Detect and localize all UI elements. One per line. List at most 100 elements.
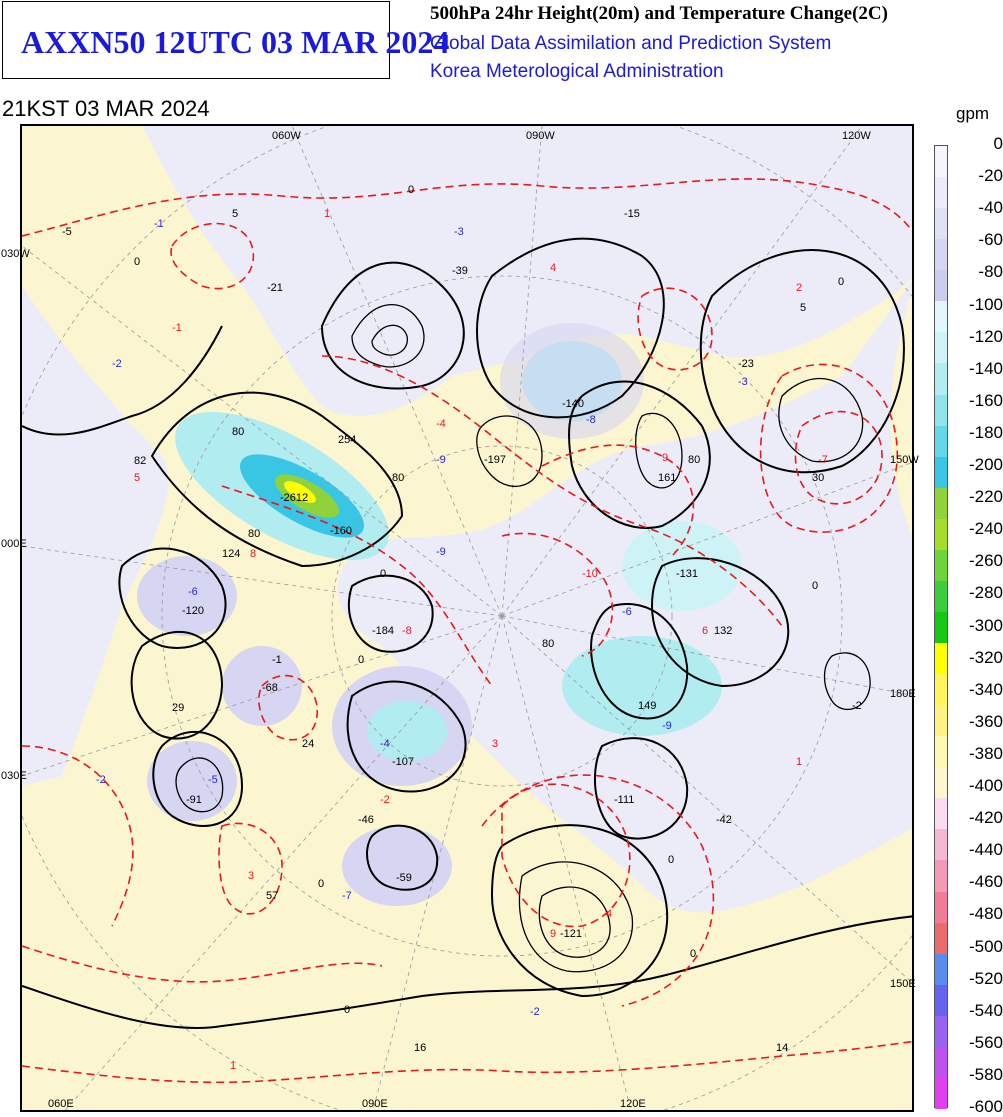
- contour-label: 0: [318, 878, 325, 890]
- height-label: -120: [182, 605, 205, 617]
- product-title: 500hPa 24hr Height(20m) and Temperature …: [430, 3, 888, 24]
- colorbar-label: -160: [968, 390, 1003, 410]
- temp-label: -10: [582, 568, 598, 580]
- colorbar-label: 0: [993, 134, 1003, 153]
- height-label: -2: [852, 700, 862, 712]
- height-label: -23: [738, 358, 754, 370]
- contour-label: 0: [812, 580, 819, 592]
- temp-label: 3: [248, 870, 255, 882]
- temp-label: -7: [818, 454, 828, 466]
- height-label: -184: [372, 625, 395, 637]
- polar-stereographic-map: -5 5 -21 -39 -15 5 -140 -23 254 -197 161…: [20, 124, 914, 1112]
- height-label: -39: [452, 265, 468, 277]
- temp-label: -1: [154, 218, 164, 230]
- height-label: 149: [638, 700, 657, 712]
- cyan-shade-siberia: [367, 701, 447, 761]
- temp-label: 4: [550, 262, 557, 274]
- height-label: 14: [776, 1042, 789, 1054]
- colorbar-swatch: [935, 1015, 947, 1047]
- lon-label-bottom: 090E: [362, 1098, 388, 1110]
- colorbar-swatch: [935, 860, 947, 892]
- temp-label: 3: [492, 738, 499, 750]
- temp-label: -6: [622, 606, 632, 618]
- lon-label-left: 000E: [1, 538, 27, 550]
- colorbar-swatch: [935, 922, 947, 954]
- height-label: -160: [330, 525, 353, 537]
- lon-label-top: 120W: [842, 130, 871, 142]
- colorbar-label: -80: [978, 262, 1003, 282]
- contour-label: 0: [668, 854, 675, 866]
- lon-label-top: 090W: [526, 130, 555, 142]
- contour-label: 80: [688, 454, 701, 466]
- ocean-north-atlantic: [22, 126, 912, 416]
- lilac-shade-greenland: [500, 323, 644, 439]
- height-label: 16: [414, 1042, 427, 1054]
- height-label: -15: [624, 208, 640, 220]
- colorbar-swatch: [935, 208, 947, 240]
- temp-label: 9: [550, 928, 557, 940]
- lon-label-top: 060W: [272, 130, 301, 142]
- colorbar-label: -220: [968, 487, 1003, 507]
- temp-label: 2: [796, 282, 803, 294]
- colorbar-label: -500: [968, 936, 1003, 956]
- contour-label: 0: [408, 184, 415, 196]
- colorbar-swatch: [935, 767, 947, 799]
- colorbar-swatch: [935, 953, 947, 985]
- colorbar-unit: gpm: [956, 104, 990, 123]
- colorbar-label: -420: [968, 808, 1003, 828]
- colorbar-swatch: [935, 301, 947, 333]
- height-label: -5: [62, 226, 72, 238]
- colorbar-swatch: [935, 798, 947, 830]
- colorbar-label: -300: [968, 615, 1003, 635]
- height-label: -42: [716, 814, 732, 826]
- temp-label: -6: [188, 586, 198, 598]
- contour-label: -1: [272, 654, 282, 666]
- temp-label: -3: [454, 226, 464, 238]
- height-label: 132: [714, 625, 733, 637]
- colorbar-label: -560: [968, 1032, 1003, 1052]
- height-label: 29: [172, 702, 185, 714]
- temp-label: -2: [380, 794, 390, 806]
- colorbar-label: -380: [968, 743, 1003, 763]
- lon-label-right: 150E: [890, 978, 916, 990]
- colorbar-label: -200: [968, 455, 1003, 474]
- height-label: 254: [338, 434, 357, 446]
- height-label: -107: [392, 756, 415, 768]
- valid-time: 21KST 03 MAR 2024: [2, 96, 210, 121]
- height-label: 30: [812, 472, 825, 484]
- temp-label: -8: [402, 625, 412, 637]
- colorbar-swatch: [935, 332, 947, 364]
- colorbar-swatch: [935, 177, 947, 209]
- lon-label-right: 180E: [890, 688, 916, 700]
- contour-label: 0: [358, 654, 365, 666]
- height-label: 57: [266, 890, 279, 902]
- height-label: 124: [222, 548, 241, 560]
- colorbar-swatch: [935, 891, 947, 923]
- cyan-shade-pacific: [622, 521, 742, 611]
- lon-label-bottom: 060E: [48, 1098, 74, 1110]
- yellow-shade-atlantic: [284, 481, 316, 503]
- temp-label: 1: [230, 1060, 237, 1072]
- temp-label: 4: [606, 908, 613, 920]
- temp-label: 9: [662, 452, 669, 464]
- colorbar-swatch: [935, 146, 947, 178]
- product-code: AXXN50 12UTC 03 MAR 2024: [21, 24, 450, 60]
- ocean-arctic-pacific: [337, 281, 912, 913]
- lilac-shade-asia: [147, 741, 237, 821]
- system-name: Global Data Assimilation and Prediction …: [430, 33, 832, 54]
- height-label: -131: [676, 568, 699, 580]
- colorbar-label: -460: [968, 872, 1003, 892]
- height-label: -140: [562, 398, 585, 410]
- contour-label: 0: [690, 948, 697, 960]
- temp-label: -5: [208, 774, 218, 786]
- temp-label: -2: [112, 358, 122, 370]
- contour-label: 0: [344, 1004, 351, 1016]
- map-canvas: [22, 126, 912, 1110]
- product-code-box: AXXN50 12UTC 03 MAR 2024: [2, 1, 449, 79]
- cyan-shade-alaska: [562, 636, 722, 736]
- contour-label: 80: [248, 528, 261, 540]
- colorbar-label: -440: [968, 840, 1003, 860]
- temp-label: -3: [738, 376, 748, 388]
- colorbar: [934, 145, 948, 1109]
- contour-label: 0: [380, 568, 387, 580]
